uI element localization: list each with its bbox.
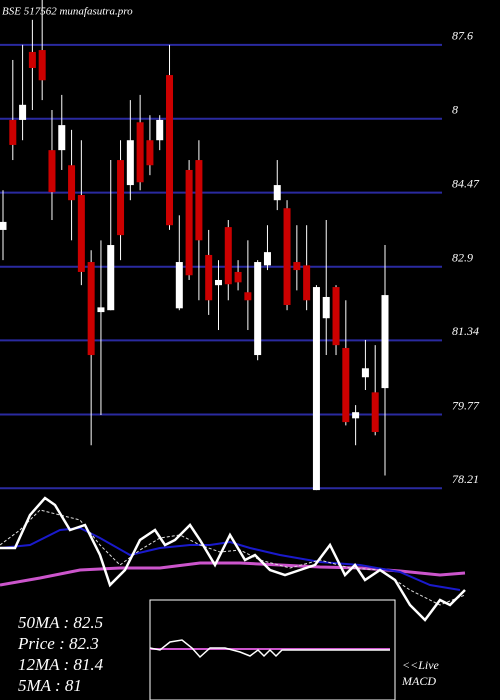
info-line: 5MA : 81 [18, 676, 82, 695]
macd-inset [149, 599, 396, 700]
candle-body [77, 194, 85, 272]
indicator-panel [0, 496, 466, 622]
candle-body [263, 252, 271, 266]
candle-body [371, 392, 379, 433]
candle-body [38, 50, 46, 81]
candle-body [195, 160, 203, 241]
candle-body [273, 185, 281, 201]
candle-body [361, 368, 369, 378]
candle-body [48, 150, 56, 193]
candle-body [117, 160, 125, 236]
candle-body [107, 245, 115, 311]
candle-body [312, 287, 320, 491]
candle-body [156, 119, 164, 141]
candle-body [224, 227, 232, 285]
y-tick-label: 79.77 [452, 398, 480, 412]
candle-body [126, 140, 134, 186]
candle-body [175, 262, 183, 309]
candle-body [0, 221, 7, 230]
info-line: 50MA : 82.5 [18, 613, 103, 632]
candle-body [244, 292, 252, 301]
candle-body [332, 287, 340, 346]
candle-body [342, 347, 350, 423]
y-tick-label: 84.47 [452, 176, 480, 190]
macd-label: MACD [401, 674, 436, 688]
candle-body [9, 119, 17, 145]
macd-label: <<Live [402, 658, 440, 672]
y-tick-label: 87.6 [452, 29, 473, 43]
candle-body [87, 262, 95, 356]
candle-body [146, 140, 154, 166]
y-tick-label: 82.9 [452, 251, 473, 265]
candle-body [205, 254, 213, 301]
info-line: Price : 82.3 [17, 634, 99, 653]
info-line: 12MA : 81.4 [18, 655, 104, 674]
candle-body [68, 165, 76, 201]
candle-body [136, 122, 144, 183]
candle-body [166, 75, 174, 226]
candle-body [234, 271, 242, 283]
candle-body [185, 169, 193, 276]
ma-dashed [0, 509, 466, 606]
chart-title: BSE 517562 munafasutra.pro [2, 6, 133, 18]
candle-body [283, 208, 291, 306]
candle-body [214, 279, 222, 286]
candle-body [19, 104, 27, 120]
candle-body [352, 412, 360, 419]
price-line [0, 496, 466, 622]
candle-body [58, 125, 66, 151]
candle-body [322, 296, 330, 319]
candle-body [303, 265, 311, 301]
candle-body [254, 262, 262, 356]
candle-body [381, 295, 389, 389]
candle-body [293, 262, 301, 271]
candle-body [97, 307, 105, 313]
y-tick-label: 81.34 [452, 324, 479, 338]
candle-body [28, 51, 36, 68]
y-tick-label: 78.21 [452, 472, 479, 486]
y-tick-label: 8 [452, 102, 458, 116]
macd-line [149, 639, 390, 659]
